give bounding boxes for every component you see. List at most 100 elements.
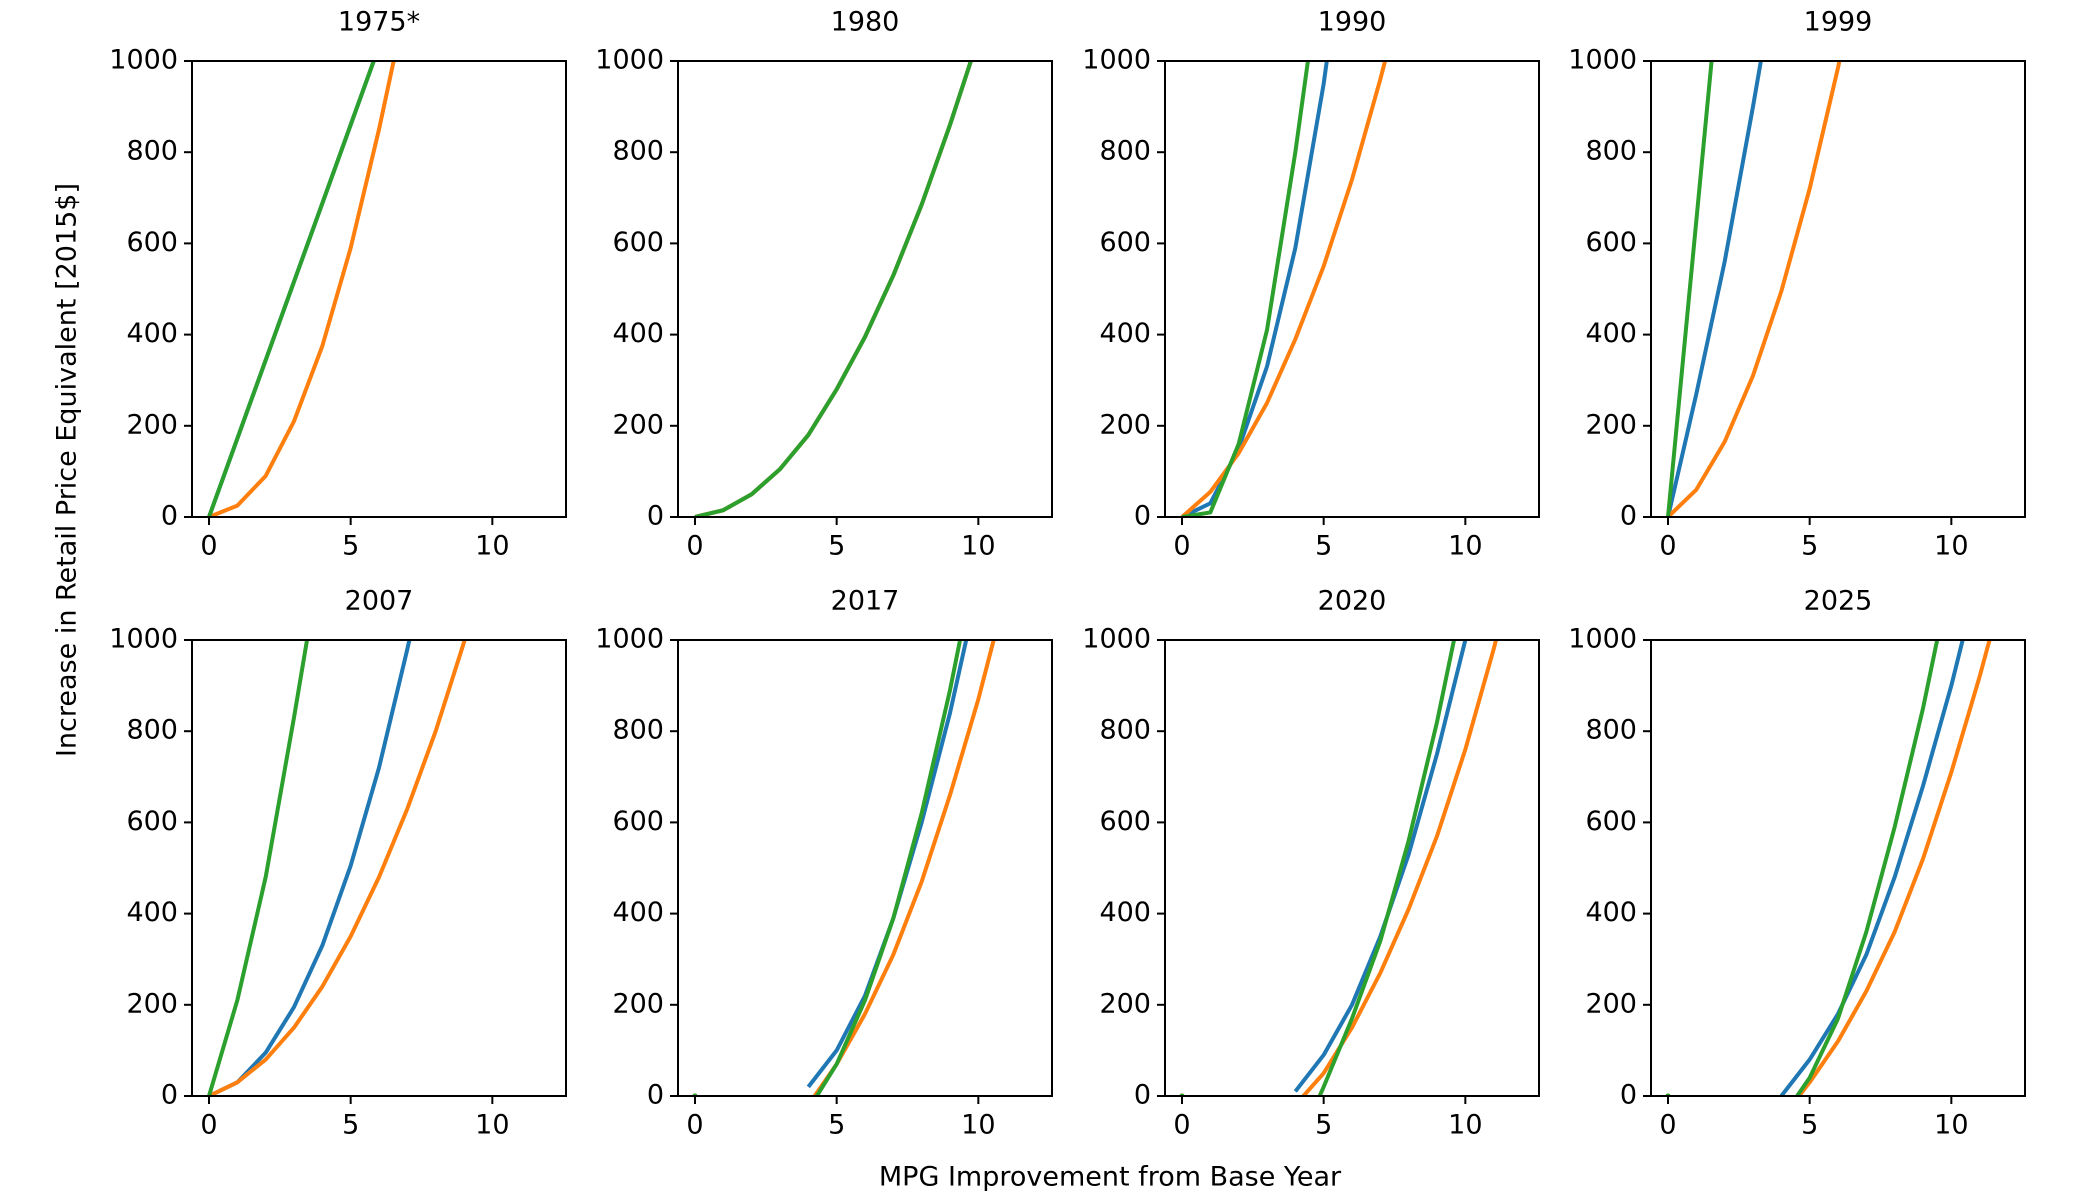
y-tick-label: 600 (1585, 806, 1637, 837)
y-tick-label: 600 (126, 227, 178, 258)
y-tick-label: 0 (647, 1080, 664, 1111)
y-tick-label: 600 (612, 806, 664, 837)
y-tick-label: 800 (1585, 715, 1637, 746)
y-tick-label: 800 (1099, 136, 1151, 167)
line-series (207, 61, 376, 517)
x-tick-label: 10 (961, 531, 995, 562)
y-tick-label: 800 (1585, 136, 1637, 167)
subplot-title: 2020 (1318, 586, 1387, 617)
subplot: 1980 0 200 400 600 800 1000 0 5 10 (595, 7, 1053, 562)
plot-frame (1164, 639, 1540, 1097)
subplot: 2017 0 200 400 600 800 1000 0 5 10 (595, 586, 1053, 1141)
x-tick-label: 10 (475, 531, 509, 562)
y-tick-label: 400 (126, 897, 178, 928)
x-axis-label: MPG Improvement from Base Year (879, 1162, 1342, 1193)
y-tick-label: 1000 (109, 624, 178, 655)
y-tick-label: 600 (1099, 227, 1151, 258)
line-series (814, 640, 963, 1096)
y-tick-label: 0 (1620, 501, 1637, 532)
y-tick-label: 800 (612, 136, 664, 167)
subplot: 2020 0 200 400 600 800 1000 0 5 10 (1082, 586, 1540, 1141)
line-series (1317, 640, 1457, 1096)
subplot-title: 1990 (1318, 7, 1387, 38)
y-tick-label: 200 (612, 409, 664, 440)
y-tick-label: 1000 (1568, 624, 1637, 655)
y-tick-label: 400 (612, 897, 664, 928)
x-tick-label: 5 (828, 531, 845, 562)
subplot-title: 1975* (338, 7, 420, 38)
plot-frame (191, 60, 567, 518)
y-tick-label: 1000 (1082, 624, 1151, 655)
line-series (694, 61, 973, 517)
y-axis-label: Increase in Retail Price Equivalent [201… (52, 183, 83, 757)
y-tick-label: 400 (1099, 897, 1151, 928)
y-tick-label: 1000 (109, 45, 178, 76)
y-tick-label: 1000 (1082, 45, 1151, 76)
line-series (694, 61, 973, 517)
x-tick-label: 0 (1659, 1110, 1676, 1141)
y-tick-label: 400 (1585, 318, 1637, 349)
subplot-title: 2025 (1804, 586, 1873, 617)
plot-frame (1650, 60, 2026, 518)
subplot-title: 1980 (831, 7, 900, 38)
x-tick-label: 5 (1801, 531, 1818, 562)
y-tick-label: 200 (126, 409, 178, 440)
plot-frame (1650, 639, 2026, 1097)
y-tick-label: 200 (1585, 988, 1637, 1019)
line-series (1666, 61, 1842, 517)
x-tick-label: 10 (1448, 531, 1482, 562)
plot-frame (191, 639, 567, 1097)
y-tick-label: 800 (126, 136, 178, 167)
x-tick-label: 10 (475, 1110, 509, 1141)
subplot-title: 2007 (345, 586, 414, 617)
x-tick-label: 10 (1934, 531, 1968, 562)
line-series (1181, 61, 1310, 517)
subplot-title: 1999 (1804, 7, 1873, 38)
line-series (1794, 640, 1940, 1096)
y-tick-label: 200 (1099, 409, 1151, 440)
subplot: 1999 0 200 400 600 800 1000 0 5 10 (1568, 7, 2026, 562)
x-tick-label: 0 (1659, 531, 1676, 562)
x-tick-label: 0 (686, 531, 703, 562)
line-series (1779, 640, 1965, 1096)
y-tick-label: 200 (612, 988, 664, 1019)
y-tick-label: 1000 (1568, 45, 1637, 76)
y-tick-label: 0 (647, 501, 664, 532)
plot-frame (677, 60, 1053, 518)
y-tick-label: 0 (1620, 1080, 1637, 1111)
x-tick-label: 0 (1173, 531, 1190, 562)
y-tick-label: 0 (1134, 501, 1151, 532)
x-tick-label: 5 (1315, 531, 1332, 562)
subplot: 1990 0 200 400 600 800 1000 0 5 10 (1082, 7, 1540, 562)
y-tick-label: 400 (1585, 897, 1637, 928)
line-series (812, 640, 996, 1096)
plot-frame (677, 639, 1053, 1097)
subplot: 2007 0 200 400 600 800 1000 0 5 10 (109, 586, 567, 1141)
x-tick-label: 5 (1315, 1110, 1332, 1141)
x-tick-label: 0 (200, 531, 217, 562)
x-tick-label: 5 (342, 1110, 359, 1141)
line-series (1180, 61, 1388, 517)
x-tick-label: 5 (342, 531, 359, 562)
x-tick-label: 0 (686, 1110, 703, 1141)
line-series (1300, 640, 1499, 1096)
y-tick-label: 1000 (595, 45, 664, 76)
x-tick-label: 5 (1801, 1110, 1818, 1141)
y-tick-label: 200 (1585, 409, 1637, 440)
subplot: 2025 0 200 400 600 800 1000 0 5 10 (1568, 586, 2026, 1141)
plot-frame (1164, 60, 1540, 518)
y-tick-label: 800 (612, 715, 664, 746)
y-tick-label: 600 (126, 806, 178, 837)
line-series (207, 640, 310, 1096)
y-tick-label: 200 (1099, 988, 1151, 1019)
subplot: 1975* 0 200 400 600 800 1000 0 5 10 (109, 7, 567, 562)
x-tick-label: 0 (200, 1110, 217, 1141)
x-tick-label: 0 (1173, 1110, 1190, 1141)
y-tick-label: 1000 (595, 624, 664, 655)
line-series (806, 640, 969, 1089)
y-tick-label: 400 (126, 318, 178, 349)
line-series (1181, 61, 1329, 517)
y-tick-label: 800 (126, 715, 178, 746)
